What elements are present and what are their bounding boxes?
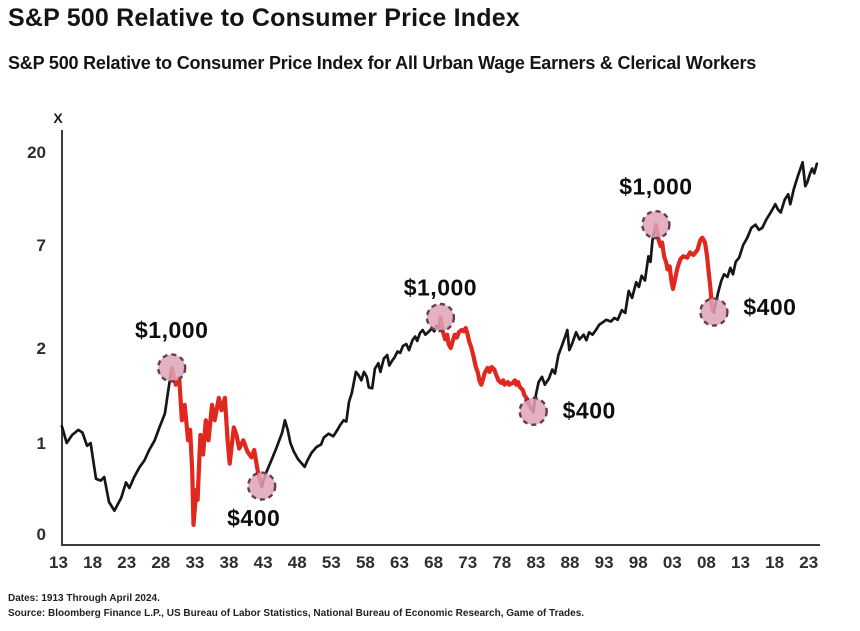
x-tick-label: 78 xyxy=(492,553,511,572)
x-tick-label: 83 xyxy=(526,553,545,572)
x-tick-label: 53 xyxy=(322,553,341,572)
drawdown-marker xyxy=(699,297,729,327)
drawdown-amount-label: $400 xyxy=(227,505,280,531)
y-tick-label: 1 xyxy=(37,434,46,453)
y-tick-label: 20 xyxy=(27,143,46,162)
series-segment-red-5 xyxy=(653,222,717,315)
x-tick-label: 03 xyxy=(663,553,682,572)
page-title: S&P 500 Relative to Consumer Price Index xyxy=(8,4,520,32)
x-tick-label: 13 xyxy=(49,553,68,572)
y-tick-label: 2 xyxy=(37,339,46,358)
x-tick-label: 73 xyxy=(458,553,477,572)
x-tick-label: 43 xyxy=(254,553,273,572)
chart-footnotes: Dates: 1913 Through April 2024. Source: … xyxy=(8,591,584,621)
drawdown-marker xyxy=(425,302,456,333)
x-tick-label: 33 xyxy=(185,553,204,572)
x-tick-label: 58 xyxy=(356,553,375,572)
drawdown-marker xyxy=(518,396,548,426)
x-tick-label: 38 xyxy=(220,553,239,572)
series-segment-black-2 xyxy=(260,316,442,488)
drawdown-marker xyxy=(641,209,671,240)
series-segment-red-3 xyxy=(438,315,536,414)
x-tick-label: 08 xyxy=(697,553,716,572)
x-tick-label: 18 xyxy=(83,553,102,572)
x-tick-label: 18 xyxy=(765,553,784,572)
drawdown-amount-label: $400 xyxy=(743,294,796,320)
drawdown-marker xyxy=(247,471,277,501)
drawdown-amount-label: $400 xyxy=(563,397,616,423)
x-tick-label: 28 xyxy=(151,553,170,572)
x-tick-label: 23 xyxy=(799,553,818,572)
series-segment-black-0 xyxy=(60,366,174,513)
y-tick-label: 0 xyxy=(37,525,46,544)
footnote-dates: Dates: 1913 Through April 2024. xyxy=(8,593,160,604)
x-tick-label: 13 xyxy=(731,553,750,572)
x-tick-label: 68 xyxy=(424,553,443,572)
drawdown-amount-label: $1,000 xyxy=(404,275,477,301)
page-subtitle: S&P 500 Relative to Consumer Price Index… xyxy=(8,53,757,73)
footnote-source: Source: Bloomberg Finance L.P., US Burea… xyxy=(8,608,585,619)
drawdown-amount-label: $1,000 xyxy=(135,317,208,343)
drawdown-amount-label: $1,000 xyxy=(619,174,692,200)
series-segment-red-1 xyxy=(169,365,264,528)
x-tick-label: 88 xyxy=(561,553,580,572)
x-tick-label: 63 xyxy=(390,553,409,572)
series-segment-black-4 xyxy=(531,223,658,413)
y-tick-label: 7 xyxy=(37,236,46,255)
x-tick-label: 48 xyxy=(288,553,307,572)
axis-lines xyxy=(61,130,820,546)
x-tick-label: 23 xyxy=(117,553,136,572)
y-axis-unit-label: X xyxy=(53,110,63,126)
series-segment-black-6 xyxy=(712,160,819,314)
drawdown-marker xyxy=(156,353,187,383)
x-tick-label: 93 xyxy=(595,553,614,572)
x-tick-label: 98 xyxy=(629,553,648,572)
